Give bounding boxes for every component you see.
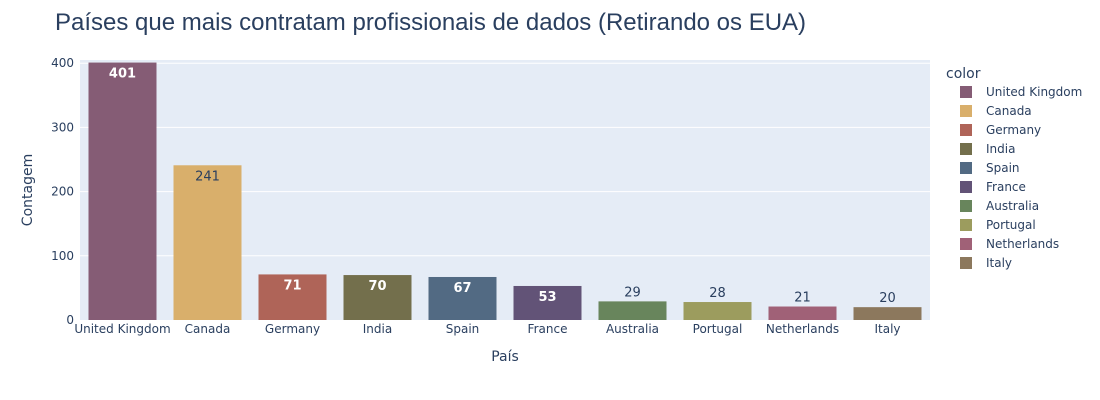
legend-title: color xyxy=(946,66,981,82)
legend-swatch[interactable] xyxy=(960,238,972,250)
bar xyxy=(173,165,242,320)
legend-swatch[interactable] xyxy=(960,257,972,269)
x-tick-label: United Kingdom xyxy=(74,322,170,336)
y-tick-label: 0 xyxy=(66,313,74,327)
bar-value-label: 53 xyxy=(538,290,556,305)
legend-item-label[interactable]: Spain xyxy=(986,161,1020,175)
legend: color United Kingdom Canada Germany India Sp… xyxy=(946,66,1082,270)
legend-item-label[interactable]: India xyxy=(986,142,1015,156)
legend-swatch[interactable] xyxy=(960,200,972,212)
bar xyxy=(598,301,667,320)
x-tick-label: Canada xyxy=(185,322,231,336)
bar xyxy=(853,307,922,320)
bar-value-label: 29 xyxy=(624,285,641,300)
legend-item-label[interactable]: United Kingdom xyxy=(986,85,1082,99)
x-tick-label: Netherlands xyxy=(766,322,839,336)
x-tick-labels: United Kingdom Canada Germany India Spain Fra… xyxy=(74,322,900,336)
y-tick-label: 100 xyxy=(51,249,74,263)
bar xyxy=(88,62,157,320)
legend-item-label[interactable]: Canada xyxy=(986,104,1032,118)
legend-item-label[interactable]: Australia xyxy=(986,199,1039,213)
bar xyxy=(258,274,327,320)
bar-value-label: 21 xyxy=(794,291,811,306)
x-tick-label: Germany xyxy=(265,322,320,336)
legend-swatch[interactable] xyxy=(960,143,972,155)
chart-title: Países que mais contratam profissionais … xyxy=(55,9,806,36)
bar-value-label: 67 xyxy=(453,281,471,296)
legend-item-label[interactable]: France xyxy=(986,180,1026,194)
bar-value-label: 241 xyxy=(195,169,220,184)
x-tick-label: France xyxy=(528,322,568,336)
bar-value-label: 70 xyxy=(368,279,386,294)
legend-swatch[interactable] xyxy=(960,124,972,136)
legend-swatch[interactable] xyxy=(960,219,972,231)
bar xyxy=(683,302,752,320)
x-tick-label: Portugal xyxy=(693,322,743,336)
legend-swatch[interactable] xyxy=(960,105,972,117)
x-tick-label: Australia xyxy=(606,322,659,336)
bar-value-label: 401 xyxy=(109,67,136,82)
bar xyxy=(513,285,582,320)
x-tick-label: Spain xyxy=(446,322,480,336)
bars: 401 241 71 70 67 53 29 28 21 20 xyxy=(88,62,922,320)
legend-swatch[interactable] xyxy=(960,162,972,174)
x-tick-label: India xyxy=(363,322,392,336)
legend-item-label[interactable]: Portugal xyxy=(986,218,1036,232)
bar xyxy=(343,275,412,320)
y-tick-labels: 0 100 200 300 400 xyxy=(51,56,74,327)
legend-item-label[interactable]: Germany xyxy=(986,123,1041,137)
bar xyxy=(428,276,497,320)
y-tick-label: 300 xyxy=(51,120,74,134)
legend-item-label[interactable]: Italy xyxy=(986,256,1012,270)
bar-value-label: 28 xyxy=(709,286,726,301)
bar-value-label: 71 xyxy=(283,278,301,293)
x-axis-title: País xyxy=(491,349,519,365)
legend-swatch[interactable] xyxy=(960,181,972,193)
bar-value-label: 20 xyxy=(879,291,896,306)
legend-item-label[interactable]: Netherlands xyxy=(986,237,1059,251)
y-tick-label: 200 xyxy=(51,185,74,199)
x-tick-label: Italy xyxy=(874,322,900,336)
y-tick-label: 400 xyxy=(51,56,74,70)
y-axis-title: Contagem xyxy=(20,154,36,226)
legend-swatch[interactable] xyxy=(960,86,972,98)
bar xyxy=(768,306,837,320)
